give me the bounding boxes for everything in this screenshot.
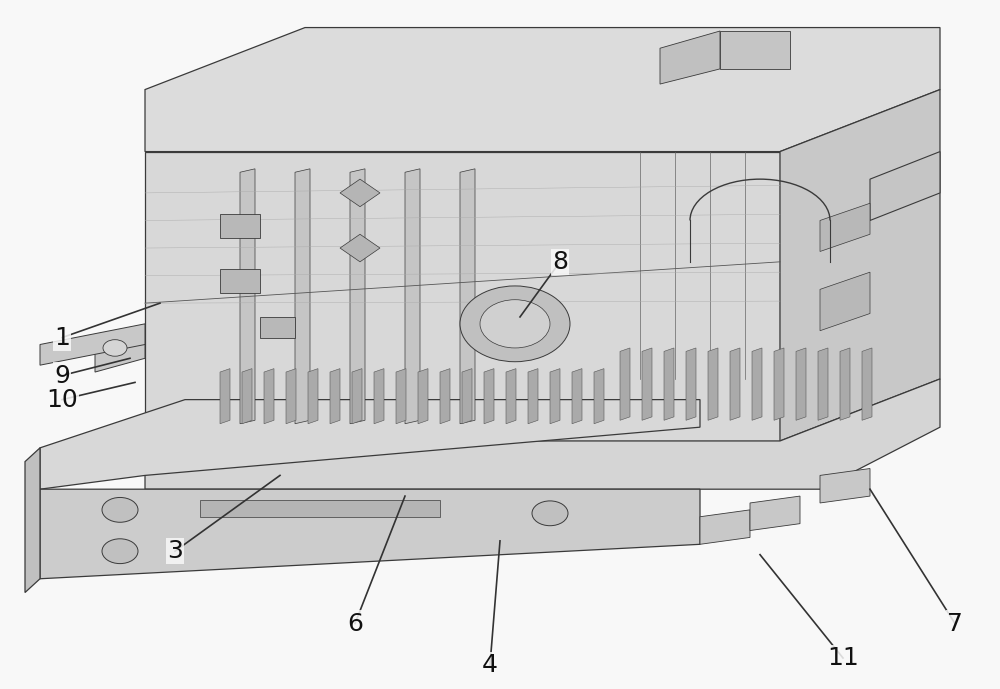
Polygon shape — [405, 169, 420, 424]
Polygon shape — [820, 272, 870, 331]
Circle shape — [532, 501, 568, 526]
Polygon shape — [396, 369, 406, 424]
Text: 7: 7 — [947, 612, 963, 635]
Polygon shape — [95, 331, 145, 372]
Polygon shape — [352, 369, 362, 424]
Polygon shape — [25, 448, 40, 593]
Polygon shape — [462, 369, 472, 424]
Polygon shape — [642, 348, 652, 420]
Polygon shape — [708, 348, 718, 420]
Text: 4: 4 — [482, 653, 498, 677]
Polygon shape — [796, 348, 806, 420]
Polygon shape — [330, 369, 340, 424]
Circle shape — [102, 539, 138, 564]
Polygon shape — [145, 28, 940, 152]
Polygon shape — [460, 169, 475, 424]
Polygon shape — [720, 31, 790, 69]
Text: 8: 8 — [552, 250, 568, 274]
Polygon shape — [774, 348, 784, 420]
Polygon shape — [686, 348, 696, 420]
Polygon shape — [780, 90, 940, 441]
Polygon shape — [440, 369, 450, 424]
Polygon shape — [40, 489, 700, 579]
Polygon shape — [550, 369, 560, 424]
Polygon shape — [220, 214, 260, 238]
Polygon shape — [818, 348, 828, 420]
Polygon shape — [40, 400, 700, 489]
Polygon shape — [240, 169, 255, 424]
Polygon shape — [264, 369, 274, 424]
Circle shape — [103, 340, 127, 356]
Polygon shape — [750, 496, 800, 531]
Polygon shape — [242, 369, 252, 424]
Polygon shape — [840, 348, 850, 420]
Polygon shape — [350, 169, 365, 424]
Polygon shape — [730, 348, 740, 420]
Polygon shape — [200, 500, 440, 517]
Circle shape — [460, 286, 570, 362]
Polygon shape — [664, 348, 674, 420]
Polygon shape — [40, 324, 145, 365]
Polygon shape — [862, 348, 872, 420]
Text: 10: 10 — [46, 388, 78, 411]
Polygon shape — [484, 369, 494, 424]
Polygon shape — [260, 317, 295, 338]
Polygon shape — [340, 179, 380, 207]
Polygon shape — [820, 469, 870, 503]
Polygon shape — [620, 348, 630, 420]
Polygon shape — [220, 369, 230, 424]
Polygon shape — [752, 348, 762, 420]
Polygon shape — [594, 369, 604, 424]
Polygon shape — [660, 31, 720, 84]
Polygon shape — [528, 369, 538, 424]
Polygon shape — [418, 369, 428, 424]
Polygon shape — [295, 169, 310, 424]
Text: 6: 6 — [347, 612, 363, 635]
Circle shape — [480, 300, 550, 348]
Polygon shape — [145, 152, 780, 441]
Text: 11: 11 — [827, 646, 859, 670]
Polygon shape — [506, 369, 516, 424]
Text: 1: 1 — [54, 326, 70, 349]
Polygon shape — [572, 369, 582, 424]
Text: 3: 3 — [167, 539, 183, 563]
Polygon shape — [286, 369, 296, 424]
Polygon shape — [820, 203, 870, 251]
Polygon shape — [220, 269, 260, 293]
Polygon shape — [870, 152, 940, 220]
Text: 9: 9 — [54, 364, 70, 387]
Polygon shape — [145, 379, 940, 489]
Polygon shape — [700, 510, 750, 544]
Circle shape — [102, 497, 138, 522]
Polygon shape — [340, 234, 380, 262]
Polygon shape — [374, 369, 384, 424]
Polygon shape — [308, 369, 318, 424]
